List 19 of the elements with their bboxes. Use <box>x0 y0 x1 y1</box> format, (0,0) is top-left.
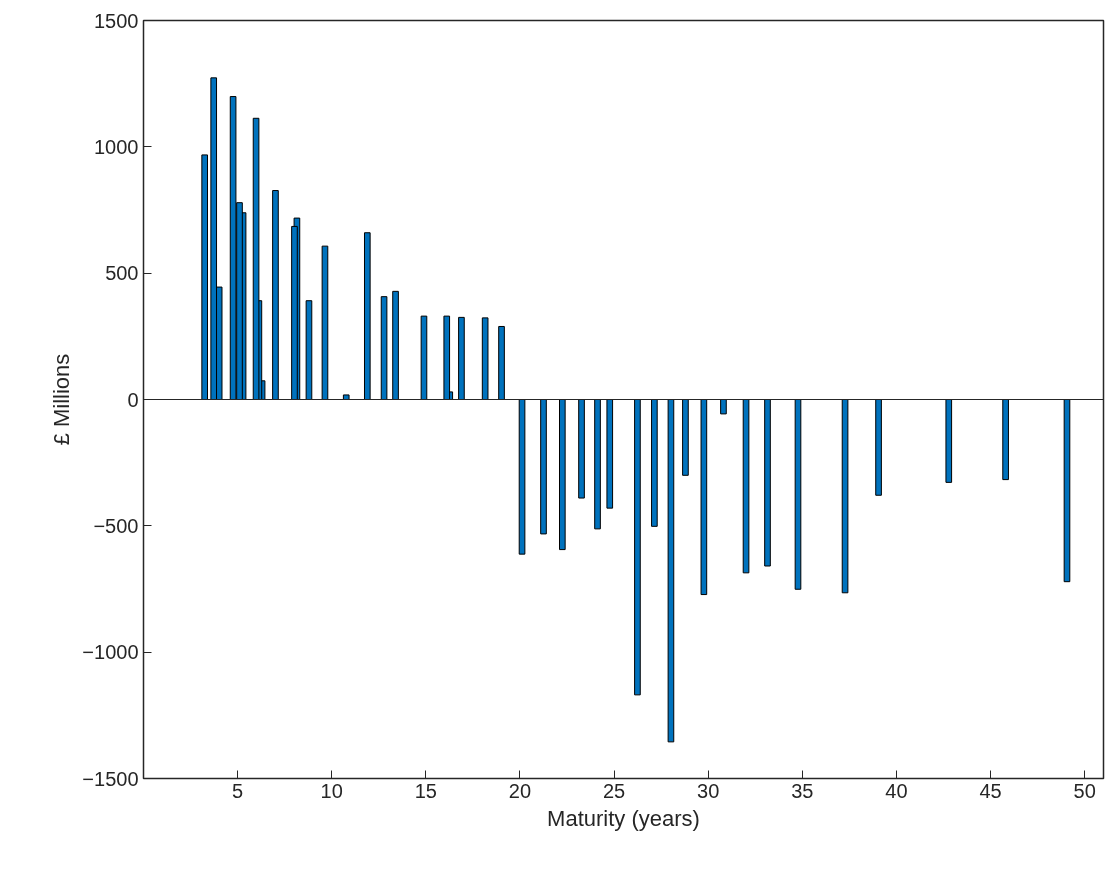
y-tick-label: −1000 <box>82 641 139 664</box>
x-tick-label: 5 <box>232 779 244 802</box>
x-axis-title: Maturity (years) <box>547 805 700 831</box>
x-tick-label: 35 <box>791 779 814 802</box>
y-tick-label: 0 <box>127 388 139 411</box>
x-tick-label: 25 <box>602 779 626 802</box>
y-tick-label: 1000 <box>94 135 139 158</box>
y-tick-label: 1500 <box>94 9 139 32</box>
x-tick-label: 50 <box>1073 779 1096 802</box>
y-tick-label: −1500 <box>82 767 139 790</box>
y-tick-label: −500 <box>93 514 139 537</box>
y-tick-label: 500 <box>105 262 139 285</box>
y-axis-title: £ Millions <box>49 353 75 446</box>
x-tick-label: 20 <box>508 779 532 802</box>
x-tick-label: 15 <box>414 779 437 802</box>
x-tick-label: 45 <box>979 779 1002 802</box>
x-tick-label: 40 <box>885 779 908 802</box>
x-tick-label: 30 <box>697 779 720 802</box>
x-tick-label: 10 <box>320 779 343 802</box>
